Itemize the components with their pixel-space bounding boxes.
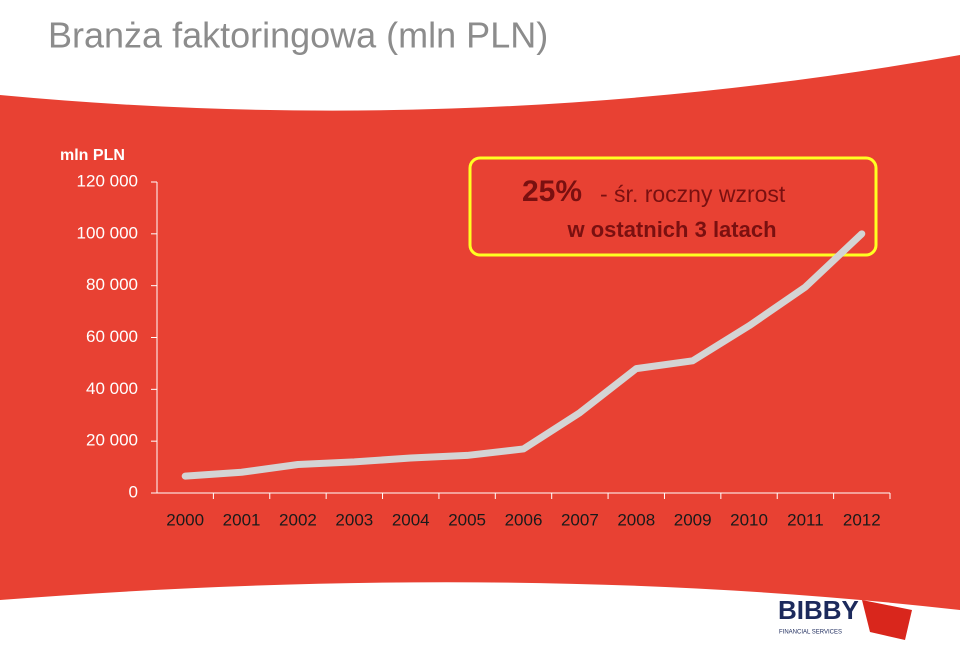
x-tick-label: 2001 [223, 510, 261, 529]
y-axis-label: mln PLN [60, 147, 125, 164]
y-tick-label: 100 000 [77, 223, 138, 242]
x-tick-label: 2011 [787, 510, 824, 529]
annotation-text: w ostatnich 3 latach [566, 217, 776, 242]
x-tick-label: 2003 [335, 510, 373, 529]
annotation-highlight: 25% [522, 175, 582, 208]
logo-subtitle: FINANCIAL SERVICES [779, 630, 842, 636]
y-tick-label: 80 000 [86, 275, 138, 294]
annotation-box [468, 156, 878, 257]
chart-title: Branża faktoringowa (mln PLN) [48, 15, 548, 56]
x-tick-label: 2008 [617, 510, 655, 529]
x-tick-label: 2002 [279, 510, 317, 529]
x-tick-label: 2009 [674, 510, 712, 529]
y-tick-label: 60 000 [86, 327, 138, 346]
y-tick-label: 0 [129, 482, 138, 501]
x-tick-label: 2007 [561, 510, 599, 529]
x-tick-label: 2000 [166, 510, 204, 529]
logo-name: BIBBY [778, 595, 859, 625]
x-tick-label: 2010 [730, 510, 768, 529]
x-tick-label: 2012 [843, 510, 881, 529]
x-tick-label: 2004 [392, 510, 430, 529]
annotation-text: - śr. roczny wzrost [600, 181, 786, 207]
data-line [181, 230, 866, 480]
y-tick-label: 20 000 [86, 431, 138, 450]
x-tick-label: 2006 [505, 510, 543, 529]
logo-flag [862, 600, 912, 640]
x-tick-label: 2005 [448, 510, 486, 529]
y-tick-label: 120 000 [77, 171, 138, 190]
y-tick-label: 40 000 [86, 379, 138, 398]
